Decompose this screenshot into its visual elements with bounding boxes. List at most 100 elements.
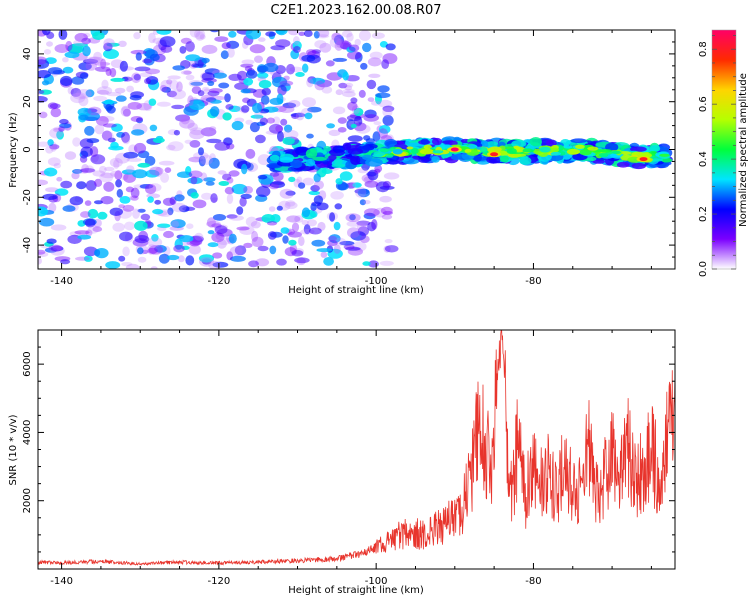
- noise-blob: [158, 253, 170, 264]
- noise-blob: [193, 151, 209, 160]
- noise-blob: [229, 246, 243, 256]
- noise-blob: [216, 238, 227, 249]
- noise-blob: [207, 90, 220, 97]
- noise-blob: [226, 193, 234, 204]
- noise-blob: [68, 43, 85, 54]
- noise-blob: [259, 117, 268, 126]
- noise-blob: [363, 135, 371, 141]
- noise-blob: [321, 168, 333, 174]
- noise-blob: [47, 67, 63, 75]
- noise-blob: [79, 155, 88, 163]
- noise-blob: [303, 224, 311, 235]
- noise-blob: [152, 137, 165, 143]
- noise-blob: [258, 37, 266, 42]
- noise-blob: [72, 169, 83, 174]
- noise-blob: [98, 165, 107, 174]
- noise-blob: [73, 39, 87, 47]
- noise-blob: [307, 106, 322, 113]
- noise-blob: [298, 31, 306, 36]
- ridge-blob: [449, 140, 458, 146]
- noise-blob: [228, 170, 240, 177]
- noise-blob: [104, 166, 115, 172]
- noise-blob: [345, 75, 360, 82]
- x-tick-label: -120: [208, 276, 231, 287]
- noise-blob: [275, 30, 288, 36]
- noise-blob: [49, 127, 64, 139]
- noise-blob: [288, 231, 302, 238]
- noise-blob: [161, 86, 171, 93]
- noise-blob: [359, 199, 366, 206]
- ridge-core: [392, 148, 403, 155]
- noise-blob: [261, 214, 276, 223]
- noise-blob: [335, 178, 343, 185]
- noise-blob: [347, 50, 362, 60]
- noise-blob: [136, 117, 143, 124]
- ridge-core: [611, 150, 621, 154]
- noise-blob: [136, 103, 152, 111]
- noise-blob: [134, 220, 148, 231]
- noise-blob: [168, 141, 184, 152]
- noise-blob: [128, 195, 136, 201]
- noise-blob: [234, 245, 247, 256]
- noise-blob: [309, 77, 325, 85]
- ridge-blob: [545, 139, 557, 147]
- ridge-blob: [616, 161, 630, 168]
- noise-blob: [211, 232, 225, 243]
- noise-blob: [119, 196, 131, 204]
- noise-blob: [96, 116, 109, 126]
- noise-blob: [332, 106, 346, 115]
- noise-blob: [39, 111, 48, 119]
- noise-blob: [357, 168, 369, 174]
- noise-blob: [314, 80, 325, 91]
- noise-blob: [329, 37, 342, 48]
- noise-blob: [146, 244, 157, 256]
- noise-blob: [190, 176, 198, 185]
- noise-blob: [38, 257, 42, 265]
- ridge-blob: [328, 154, 337, 161]
- noise-blob: [148, 32, 156, 44]
- noise-blob: [356, 223, 368, 232]
- noise-blob: [369, 51, 383, 60]
- noise-blob: [72, 137, 81, 147]
- noise-blob: [245, 148, 256, 159]
- noise-blob: [38, 179, 48, 186]
- noise-blob: [186, 223, 194, 229]
- noise-blob: [227, 47, 235, 58]
- noise-blob: [280, 227, 290, 234]
- y-tick-label: 4000: [22, 420, 33, 445]
- noise-blob: [60, 259, 71, 265]
- noise-blob: [363, 114, 380, 122]
- y-tick-label: -40: [22, 237, 33, 253]
- noise-blob: [207, 242, 219, 248]
- noise-blob: [307, 219, 317, 227]
- noise-blob: [379, 260, 394, 266]
- noise-blob: [174, 238, 183, 250]
- noise-blob: [54, 188, 69, 196]
- noise-blob: [148, 98, 157, 106]
- noise-blob: [372, 131, 381, 143]
- noise-blob: [373, 121, 382, 126]
- noise-blob: [339, 171, 353, 181]
- noise-blob: [38, 206, 48, 217]
- ridge-blob: [365, 158, 383, 167]
- noise-blob: [147, 247, 158, 254]
- ridge-blob: [279, 157, 294, 163]
- noise-blob: [42, 193, 58, 200]
- ridge-blob: [529, 137, 542, 147]
- ridge-blob: [362, 154, 373, 160]
- ridge-blob: [331, 163, 345, 168]
- noise-blob: [347, 101, 358, 111]
- noise-blob: [325, 60, 335, 67]
- noise-blob: [38, 70, 51, 79]
- noise-blob: [308, 190, 321, 196]
- noise-blob: [148, 183, 162, 192]
- noise-blob: [270, 45, 286, 51]
- noise-blob: [295, 72, 305, 77]
- ridge-core: [548, 147, 560, 153]
- noise-blob: [337, 117, 347, 124]
- noise-blob: [288, 239, 297, 246]
- noise-blob: [118, 204, 125, 209]
- noise-blob: [301, 207, 311, 218]
- noise-blob: [191, 63, 199, 68]
- noise-blob: [207, 230, 215, 235]
